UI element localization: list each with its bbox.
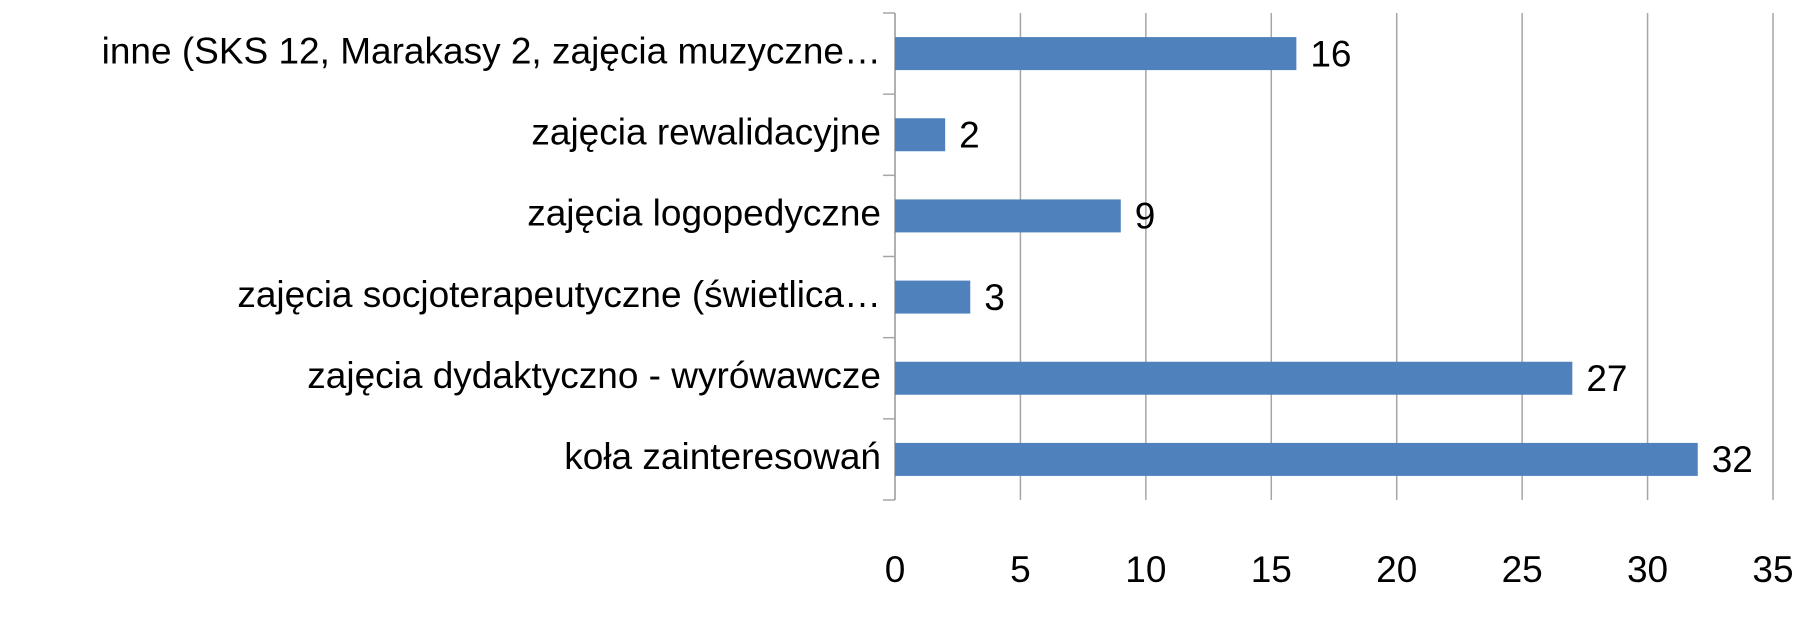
y-tick-label: zajęcia rewalidacyjne — [531, 112, 881, 153]
bar — [895, 361, 1573, 395]
bar — [895, 199, 1121, 233]
y-tick-label: zajęcia logopedyczne — [527, 193, 881, 234]
y-tick-label: inne (SKS 12, Marakasy 2, zajęcia muzycz… — [102, 30, 881, 71]
data-label: 32 — [1712, 439, 1753, 480]
data-label: 27 — [1586, 358, 1627, 399]
y-tick-label: zajęcia socjoterapeutyczne (świetlica… — [237, 274, 881, 315]
data-label: 16 — [1310, 33, 1351, 74]
data-label: 9 — [1135, 196, 1156, 237]
data-label: 3 — [984, 277, 1005, 318]
data-label: 2 — [959, 115, 980, 156]
x-tick-label: 0 — [885, 549, 906, 590]
x-tick-label: 10 — [1125, 549, 1166, 590]
bar — [895, 280, 971, 314]
x-tick-label: 20 — [1376, 549, 1417, 590]
bar — [895, 37, 1297, 71]
bar — [895, 442, 1698, 476]
y-tick-label: zajęcia dydaktyczno - wyrówawcze — [307, 355, 881, 396]
y-tick-label: koła zainteresowań — [564, 436, 881, 477]
x-tick-label: 5 — [1010, 549, 1031, 590]
bar — [895, 118, 946, 152]
x-tick-label: 15 — [1251, 549, 1292, 590]
x-tick-label: 30 — [1627, 549, 1668, 590]
x-tick-label: 35 — [1752, 549, 1793, 590]
x-tick-label: 25 — [1502, 549, 1543, 590]
